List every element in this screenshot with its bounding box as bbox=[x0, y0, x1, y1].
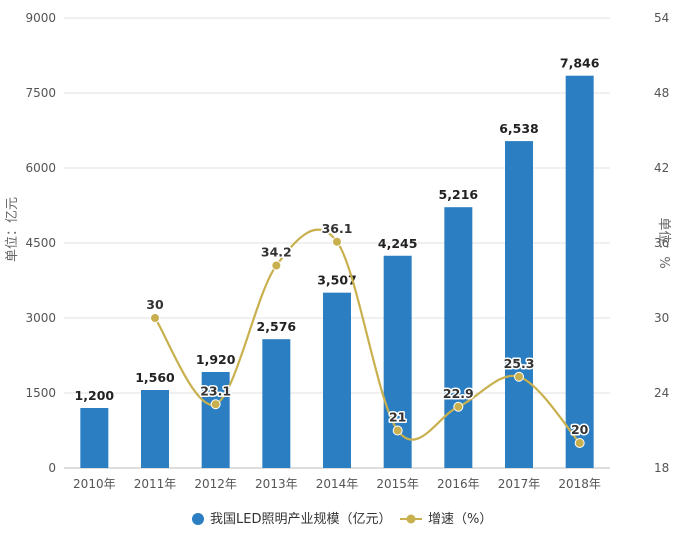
line-point bbox=[574, 438, 585, 448]
x-tick-label: 2010年 bbox=[73, 477, 116, 491]
x-tick-label: 2011年 bbox=[134, 477, 177, 491]
y2-tick-label: 30 bbox=[654, 311, 669, 325]
x-tick-label: 2018年 bbox=[558, 477, 601, 491]
bar bbox=[323, 292, 351, 468]
line-point bbox=[150, 313, 160, 323]
y-tick-label: 9000 bbox=[25, 11, 56, 25]
x-tick-label: 2013年 bbox=[255, 477, 298, 491]
y2-axis-title: 单位：% bbox=[656, 217, 671, 268]
line-data-label: 22.9 bbox=[443, 386, 474, 401]
line-data-label: 36.1 bbox=[322, 221, 353, 236]
bar-data-label: 7,846 bbox=[560, 56, 600, 71]
x-tick-label: 2012年 bbox=[194, 477, 237, 491]
bar-data-label: 1,920 bbox=[196, 352, 236, 367]
legend-bar-marker bbox=[192, 513, 204, 525]
bar-data-label: 2,576 bbox=[257, 319, 297, 334]
bar-data-label: 4,245 bbox=[378, 236, 418, 251]
bar bbox=[444, 207, 473, 468]
line-data-label: 23.1 bbox=[200, 383, 231, 398]
y-tick-label: 7500 bbox=[25, 86, 56, 100]
y2-tick-label: 48 bbox=[654, 86, 669, 100]
line-point bbox=[332, 236, 342, 247]
bar-data-label: 3,507 bbox=[317, 273, 357, 288]
y-tick-label: 6000 bbox=[25, 161, 56, 175]
line-data-label: 21 bbox=[389, 410, 406, 425]
legend-bar-label: 我国LED照明产业规模（亿元） bbox=[210, 512, 391, 527]
line-data-label: 30 bbox=[146, 297, 164, 312]
bar bbox=[80, 408, 109, 468]
line-data-label: 34.2 bbox=[261, 245, 292, 260]
line-data-label: 25.3 bbox=[504, 356, 535, 371]
line-data-label: 20 bbox=[571, 422, 589, 437]
x-tick-label: 2017年 bbox=[498, 477, 541, 491]
line-point bbox=[271, 260, 282, 271]
y-axis-title: 单位：亿元 bbox=[5, 197, 20, 262]
bar bbox=[383, 255, 412, 468]
line-point bbox=[453, 401, 464, 412]
y2-tick-label: 24 bbox=[654, 386, 669, 400]
bar-data-label: 1,200 bbox=[75, 388, 115, 403]
legend-line-label: 增速（%） bbox=[428, 512, 492, 527]
x-tick-label: 2016年 bbox=[437, 477, 480, 491]
line-point bbox=[210, 399, 221, 410]
x-tick-label: 2015年 bbox=[376, 477, 419, 491]
bar bbox=[201, 372, 230, 468]
bar-data-label: 5,216 bbox=[439, 187, 479, 202]
y2-tick-label: 18 bbox=[654, 461, 669, 475]
y2-tick-label: 54 bbox=[654, 11, 669, 25]
legend-line-marker bbox=[406, 514, 416, 524]
line-point bbox=[392, 425, 403, 436]
line-point bbox=[514, 371, 524, 382]
bar bbox=[505, 141, 533, 468]
y-tick-label: 0 bbox=[48, 461, 56, 475]
y-tick-label: 3000 bbox=[25, 311, 56, 325]
y2-tick-label: 42 bbox=[654, 161, 669, 175]
bar-data-label: 1,560 bbox=[135, 370, 175, 385]
y-tick-label: 4500 bbox=[25, 236, 56, 250]
y2-tick-label: 36 bbox=[654, 236, 669, 250]
bar bbox=[141, 390, 169, 468]
x-tick-label: 2014年 bbox=[316, 477, 359, 491]
y-tick-label: 1500 bbox=[25, 386, 56, 400]
bar-data-label: 6,538 bbox=[499, 121, 539, 136]
bar bbox=[262, 339, 291, 468]
bar bbox=[565, 75, 594, 468]
